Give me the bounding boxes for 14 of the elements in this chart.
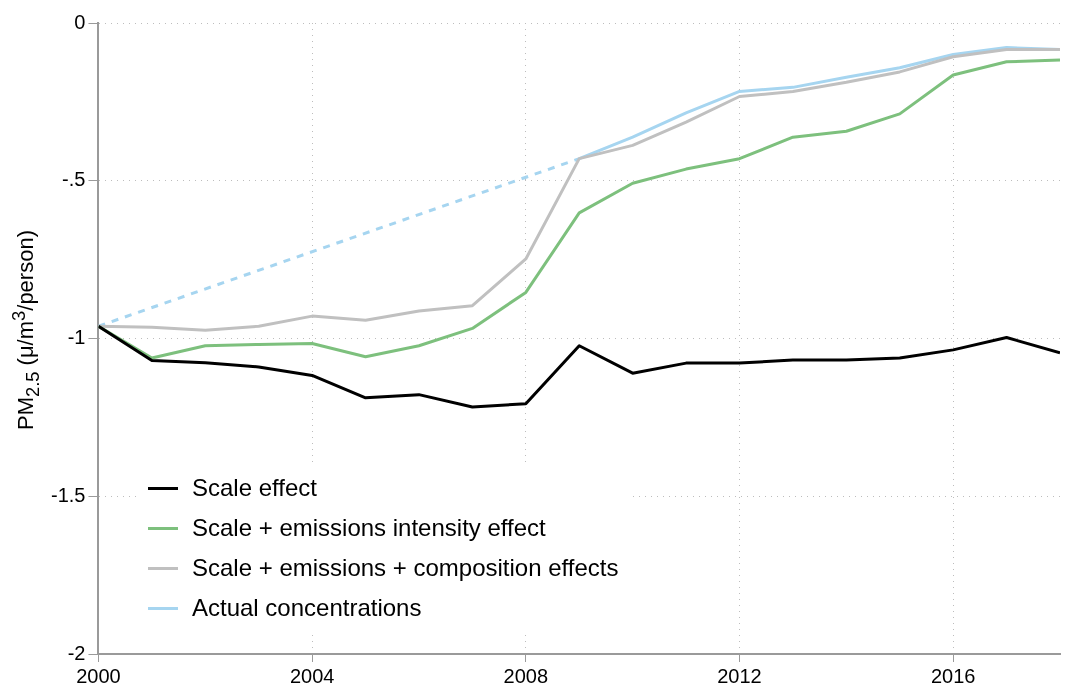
x-tick-label: 2004 bbox=[289, 664, 335, 687]
legend-label: Scale + emissions + composition effects bbox=[192, 554, 619, 582]
y-tick-label: -.5 bbox=[62, 168, 86, 191]
y-tick-label: -1 bbox=[67, 326, 86, 349]
x-tick-label: 2000 bbox=[76, 664, 121, 687]
y-tick-label: 0 bbox=[74, 10, 86, 33]
x-tick-label: 2012 bbox=[717, 664, 762, 687]
x-tick-label: 2016 bbox=[930, 664, 976, 687]
y-tick-label: -2 bbox=[67, 641, 86, 664]
legend-label: Scale effect bbox=[192, 474, 317, 502]
y-tick-label: -1.5 bbox=[50, 483, 86, 506]
legend-label: Scale + emissions intensity effect bbox=[192, 514, 546, 542]
x-tick-label: 2008 bbox=[503, 664, 549, 687]
legend-label: Actual concentrations bbox=[192, 594, 422, 622]
